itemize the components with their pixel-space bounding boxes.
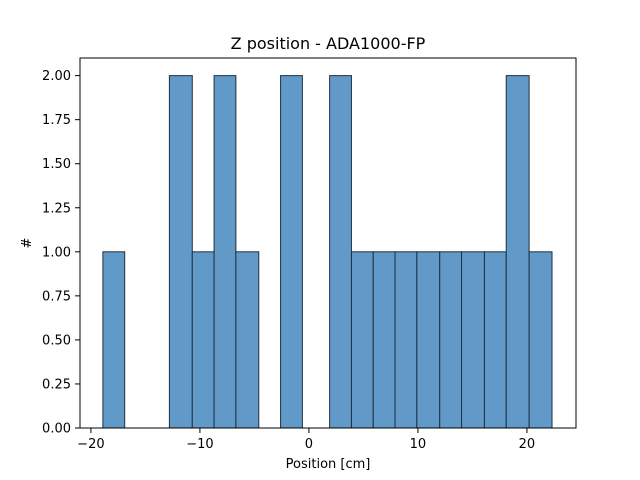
histogram-bar-13 <box>483 251 507 429</box>
y-tick-label: 0.50 <box>42 333 71 348</box>
y-tick-label: 1.00 <box>42 245 71 260</box>
x-tick-label: 10 <box>410 437 427 452</box>
x-axis-ticks: −20 −10 0 10 20 <box>77 428 535 452</box>
histogram-bar-8 <box>372 251 396 429</box>
x-tick-label: 0 <box>305 437 313 452</box>
x-axis-label: Position [cm] <box>286 457 371 472</box>
histogram-bar-5 <box>280 75 303 429</box>
y-tick-label: 0.00 <box>42 422 71 437</box>
y-tick-label: 0.25 <box>42 377 71 392</box>
x-tick-label: −20 <box>77 437 104 452</box>
y-tick-label: 2.00 <box>42 69 71 84</box>
bars-group <box>102 75 553 429</box>
y-tick-label: 1.75 <box>42 113 71 128</box>
y-tick-label: 1.25 <box>42 201 71 216</box>
x-tick-label: −10 <box>186 437 213 452</box>
histogram-bar-1 <box>168 75 193 429</box>
y-tick-label: 1.50 <box>42 157 71 172</box>
histogram-bar-4 <box>235 251 260 429</box>
histogram-bar-12 <box>461 251 485 429</box>
histogram-bar-2 <box>191 251 215 429</box>
y-axis-ticks: 0.00 0.25 0.50 0.75 1.00 1.25 1.50 1.75 2.00 <box>42 69 80 437</box>
chart-title: Z position - ADA1000-FP <box>231 34 426 53</box>
histogram-bar-14 <box>505 75 530 429</box>
x-tick-label: 20 <box>519 437 536 452</box>
histogram-bar-7 <box>350 251 374 429</box>
plot-frame <box>79 57 577 429</box>
histogram-bar-15 <box>528 251 553 429</box>
histogram-bar-9 <box>394 251 418 429</box>
y-axis-label: # <box>20 238 35 249</box>
y-tick-label: 0.75 <box>42 289 71 304</box>
histogram-bar-0 <box>102 251 126 429</box>
histogram-bar-3 <box>213 75 237 429</box>
histogram-bar-10 <box>416 251 441 429</box>
histogram-bar-11 <box>439 251 463 429</box>
histogram-bar-6 <box>329 75 352 429</box>
